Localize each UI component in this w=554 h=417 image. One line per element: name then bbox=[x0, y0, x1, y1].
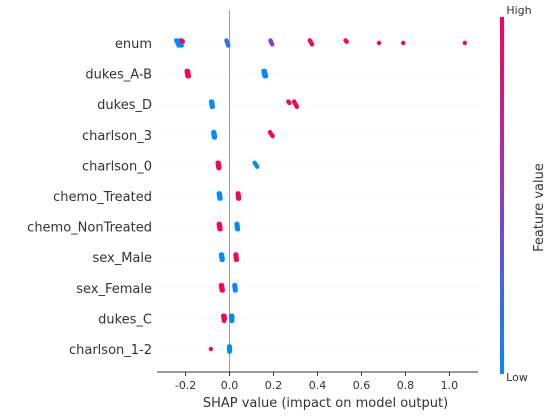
shap-point bbox=[208, 346, 214, 352]
shap-point bbox=[227, 348, 233, 353]
shap-point bbox=[344, 39, 349, 44]
colorbar-low-label: Low bbox=[506, 371, 528, 384]
row-gridlines bbox=[157, 42, 478, 350]
x-tick-label: 0.2 bbox=[265, 379, 283, 392]
feature-label: sex_Male bbox=[92, 251, 152, 266]
shap-point bbox=[180, 39, 186, 44]
feature-label: chemo_Treated bbox=[53, 190, 152, 205]
colorbar-high-label: High bbox=[506, 4, 531, 17]
shap-point bbox=[218, 196, 223, 201]
shap-point bbox=[229, 318, 235, 324]
shap-point bbox=[263, 74, 269, 79]
x-tick-label: -0.2 bbox=[175, 379, 196, 392]
colorbar bbox=[500, 17, 504, 374]
feature-label: dukes_D bbox=[97, 98, 152, 113]
colorbar-title: Feature value bbox=[532, 163, 547, 252]
x-tick-label: 0.4 bbox=[309, 379, 327, 392]
shap-point bbox=[401, 40, 406, 46]
x-axis-ticks: -0.2 0.0 0.2 0.4 0.6 0.8 1.0 bbox=[175, 372, 458, 392]
shap-point bbox=[235, 227, 241, 232]
shap-point bbox=[226, 43, 231, 48]
feature-labels: enum dukes_A-B dukes_D charlson_3 charlson_0… bbox=[27, 37, 152, 358]
shap-point bbox=[255, 164, 260, 169]
shap-point bbox=[270, 42, 275, 47]
feature-label: charlson_1-2 bbox=[69, 343, 152, 358]
shap-point bbox=[287, 100, 292, 106]
feature-label: chemo_NonTreated bbox=[27, 221, 152, 236]
feature-label: charlson_3 bbox=[82, 129, 152, 144]
shap-point bbox=[236, 196, 242, 201]
x-tick-label: 0.0 bbox=[221, 379, 239, 392]
x-tick-label: 0.8 bbox=[397, 379, 415, 392]
x-tick-label: 1.0 bbox=[441, 379, 459, 392]
shap-point bbox=[309, 42, 315, 47]
x-axis-label: SHAP value (impact on model output) bbox=[203, 396, 448, 411]
shap-point bbox=[376, 40, 382, 46]
feature-label: sex_Female bbox=[76, 282, 152, 297]
feature-label: dukes_A-B bbox=[85, 68, 152, 83]
shap-point bbox=[270, 133, 275, 139]
data-points bbox=[174, 38, 468, 354]
shap-point bbox=[294, 104, 300, 110]
shap-point bbox=[179, 43, 184, 48]
shap-point bbox=[230, 314, 235, 320]
shap-point bbox=[222, 316, 228, 321]
shap-point bbox=[234, 257, 240, 262]
shap-point bbox=[220, 288, 225, 293]
feature-label: enum bbox=[115, 37, 152, 52]
shap-point bbox=[210, 104, 216, 110]
shap-point bbox=[212, 135, 218, 140]
shap-point bbox=[218, 227, 223, 232]
feature-label: dukes_C bbox=[98, 312, 152, 327]
x-tick-label: 0.6 bbox=[353, 379, 371, 392]
shap-point bbox=[462, 40, 468, 46]
shap-point bbox=[233, 288, 238, 293]
shap-point bbox=[220, 257, 225, 262]
feature-label: charlson_0 bbox=[82, 159, 152, 174]
shap-point bbox=[217, 165, 222, 171]
shap-point bbox=[186, 74, 192, 79]
